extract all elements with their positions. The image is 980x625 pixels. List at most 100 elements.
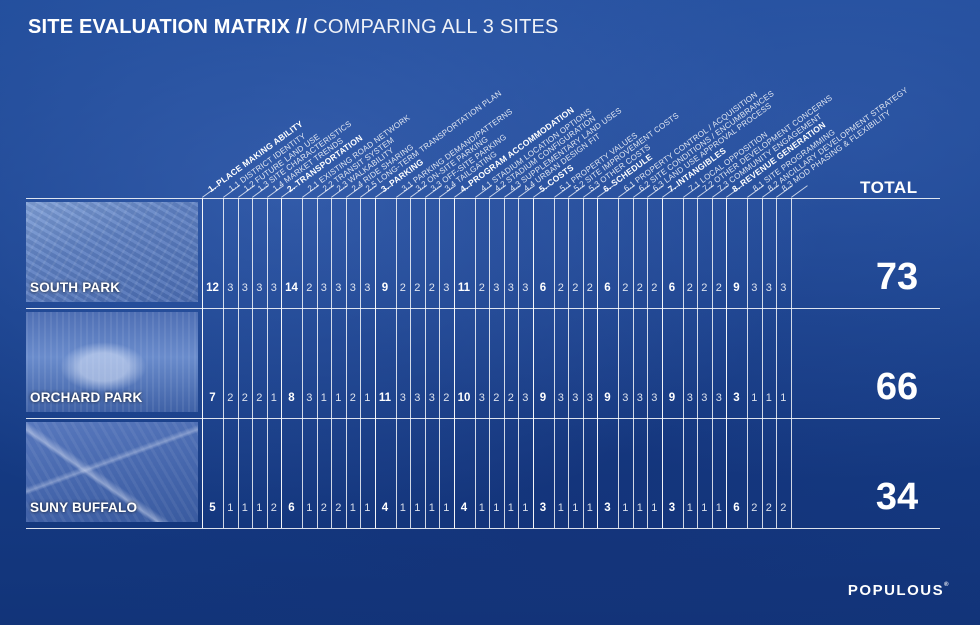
score-cell: 2 xyxy=(651,282,658,294)
score-cell: 9 xyxy=(668,392,676,404)
row-divider xyxy=(26,528,940,529)
score-cell: 2 xyxy=(399,282,406,294)
score-cell: 3 xyxy=(241,282,248,294)
score-cell: 2 xyxy=(715,282,722,294)
column-divider xyxy=(582,198,584,528)
column-divider xyxy=(682,198,684,528)
score-cell: 2 xyxy=(622,282,629,294)
column-divider xyxy=(410,198,411,528)
score-cell: 1 xyxy=(636,502,643,514)
score-cell: 6 xyxy=(539,282,547,294)
score-cell: 3 xyxy=(668,502,676,514)
score-cell: 9 xyxy=(733,282,740,294)
site-photo xyxy=(26,202,198,302)
score-cell: 3 xyxy=(586,392,593,404)
score-cell: 1 xyxy=(241,502,248,514)
score-cell: 3 xyxy=(572,392,579,404)
score-cell: 2 xyxy=(507,392,514,404)
score-cell: 3 xyxy=(428,392,435,404)
site-name-label: SOUTH PARK xyxy=(30,280,121,295)
score-cell: 3 xyxy=(443,282,450,294)
score-cell: 1 xyxy=(765,392,772,404)
score-cell: 1 xyxy=(651,502,658,514)
brand-name: POPULOUS xyxy=(847,582,945,599)
score-cell: 3 xyxy=(539,502,547,514)
score-cell: 3 xyxy=(227,282,234,294)
site-total-score: 66 xyxy=(875,366,919,408)
score-cell: 3 xyxy=(320,282,327,294)
score-cell: 14 xyxy=(285,282,298,294)
score-cell: 6 xyxy=(668,282,676,294)
score-cell: 2 xyxy=(586,282,593,294)
column-divider xyxy=(395,198,397,528)
site-photo xyxy=(26,312,198,412)
score-cell: 6 xyxy=(733,502,740,514)
score-cell: 6 xyxy=(604,282,611,294)
score-cell: 1 xyxy=(572,502,579,514)
score-cell: 2 xyxy=(751,502,758,514)
score-cell: 1 xyxy=(557,502,564,514)
score-cell: 2 xyxy=(227,392,234,404)
score-cell: 2 xyxy=(557,282,564,294)
column-divider xyxy=(618,198,619,528)
score-cell: 3 xyxy=(622,392,629,404)
score-cell: 2 xyxy=(443,392,450,404)
score-cell: 12 xyxy=(206,282,219,294)
site-total-score: 73 xyxy=(875,256,919,298)
score-cell: 1 xyxy=(622,502,629,514)
score-cell: 4 xyxy=(381,502,389,514)
score-cell: 9 xyxy=(604,392,611,404)
column-divider xyxy=(424,198,426,528)
score-cell: 3 xyxy=(604,502,611,514)
site-photo xyxy=(26,422,198,522)
score-cell: 3 xyxy=(507,282,514,294)
score-cell: 3 xyxy=(256,282,263,294)
title-light: COMPARING ALL 3 SITES xyxy=(307,16,559,38)
score-cell: 1 xyxy=(443,502,450,514)
score-cell: 2 xyxy=(478,282,485,294)
score-cell: 1 xyxy=(751,392,758,404)
score-cell: 2 xyxy=(335,502,342,514)
column-divider xyxy=(597,198,598,528)
site-name-label: SUNY BUFFALO xyxy=(30,500,138,515)
score-cell: 9 xyxy=(539,392,547,404)
total-column-header: TOTAL xyxy=(860,178,918,197)
score-cell: 3 xyxy=(364,282,371,294)
score-cell: 1 xyxy=(701,502,708,514)
score-cell: 3 xyxy=(414,392,421,404)
score-cell: 3 xyxy=(493,282,500,294)
score-cell: 7 xyxy=(209,392,216,404)
score-cell: 11 xyxy=(378,392,392,404)
score-cell: 10 xyxy=(457,392,471,404)
score-cell: 4 xyxy=(460,502,468,514)
brand-logo: POPULOUS® xyxy=(848,582,950,599)
column-divider xyxy=(776,198,777,528)
column-divider xyxy=(202,198,203,528)
score-cell: 3 xyxy=(522,282,529,294)
column-divider xyxy=(474,198,476,528)
score-cell: 1 xyxy=(306,502,313,514)
column-divider xyxy=(632,198,634,528)
score-cell: 1 xyxy=(270,392,277,404)
score-cell: 2 xyxy=(686,282,693,294)
score-cell: 3 xyxy=(765,282,772,294)
row-divider xyxy=(26,418,940,419)
column-divider xyxy=(553,198,555,528)
score-cell: 2 xyxy=(320,502,327,514)
column-divider xyxy=(252,198,253,528)
score-cell: 2 xyxy=(765,502,772,514)
column-divider xyxy=(489,198,490,528)
score-cell: 1 xyxy=(686,502,693,514)
score-cell: 3 xyxy=(335,282,342,294)
score-cell: 1 xyxy=(493,502,500,514)
score-cell: 2 xyxy=(256,392,263,404)
score-cell: 2 xyxy=(306,282,313,294)
score-cell: 3 xyxy=(751,282,758,294)
score-cell: 8 xyxy=(288,392,295,404)
score-cell: 3 xyxy=(270,282,277,294)
score-cell: 2 xyxy=(780,502,787,514)
column-divider xyxy=(453,198,455,528)
score-cell: 2 xyxy=(701,282,708,294)
column-divider xyxy=(697,198,698,528)
score-cell: 1 xyxy=(428,502,435,514)
